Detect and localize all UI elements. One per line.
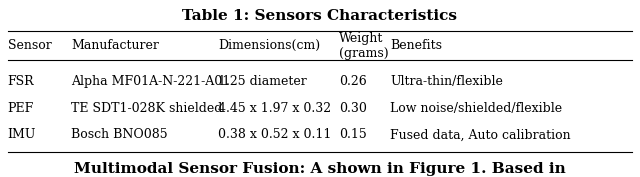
Text: Multimodal Sensor Fusion: A shown in Figure 1. Based in: Multimodal Sensor Fusion: A shown in Fig… [74, 162, 566, 176]
Text: Dimensions(cm): Dimensions(cm) [218, 39, 320, 52]
Text: 0.15: 0.15 [339, 128, 367, 141]
Text: Ultra-thin/flexible: Ultra-thin/flexible [390, 75, 503, 88]
Text: TE SDT1-028K shielded: TE SDT1-028K shielded [72, 102, 223, 115]
Text: Alpha MF01A-N-221-A01: Alpha MF01A-N-221-A01 [72, 75, 231, 88]
Text: Fused data, Auto calibration: Fused data, Auto calibration [390, 128, 571, 141]
Text: 1.25 diameter: 1.25 diameter [218, 75, 307, 88]
Text: Manufacturer: Manufacturer [72, 39, 159, 52]
Text: FSR: FSR [8, 75, 35, 88]
Text: 4.45 x 1.97 x 0.32: 4.45 x 1.97 x 0.32 [218, 102, 331, 115]
Text: 0.38 x 0.52 x 0.11: 0.38 x 0.52 x 0.11 [218, 128, 332, 141]
Text: Weight
(grams): Weight (grams) [339, 32, 388, 60]
Text: 0.30: 0.30 [339, 102, 367, 115]
Text: IMU: IMU [8, 128, 36, 141]
Text: 0.26: 0.26 [339, 75, 367, 88]
Text: PEF: PEF [8, 102, 34, 115]
Text: Benefits: Benefits [390, 39, 442, 52]
Text: Bosch BNO085: Bosch BNO085 [72, 128, 168, 141]
Text: Low noise/shielded/flexible: Low noise/shielded/flexible [390, 102, 562, 115]
Text: Sensor: Sensor [8, 39, 51, 52]
Text: Table 1: Sensors Characteristics: Table 1: Sensors Characteristics [182, 9, 458, 23]
